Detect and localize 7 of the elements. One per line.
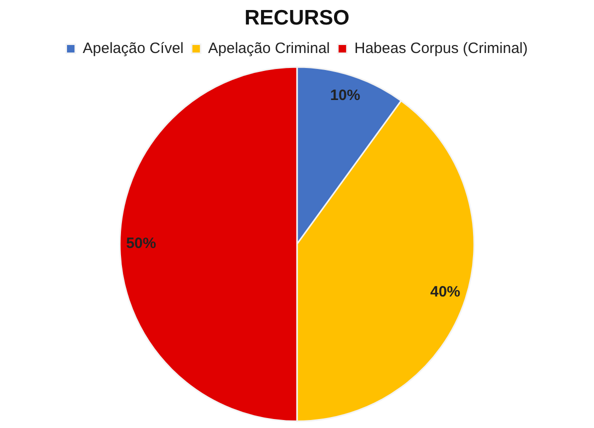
legend-label: Habeas Corpus (Criminal) <box>354 40 528 57</box>
legend-label: Apelação Cível <box>82 40 184 57</box>
data-label: 10% <box>330 86 360 104</box>
data-label: 50% <box>126 235 156 252</box>
data-label: 40% <box>430 283 460 300</box>
chart-title: RECURSO <box>244 6 350 30</box>
legend-label: Apelação Criminal <box>208 40 330 57</box>
